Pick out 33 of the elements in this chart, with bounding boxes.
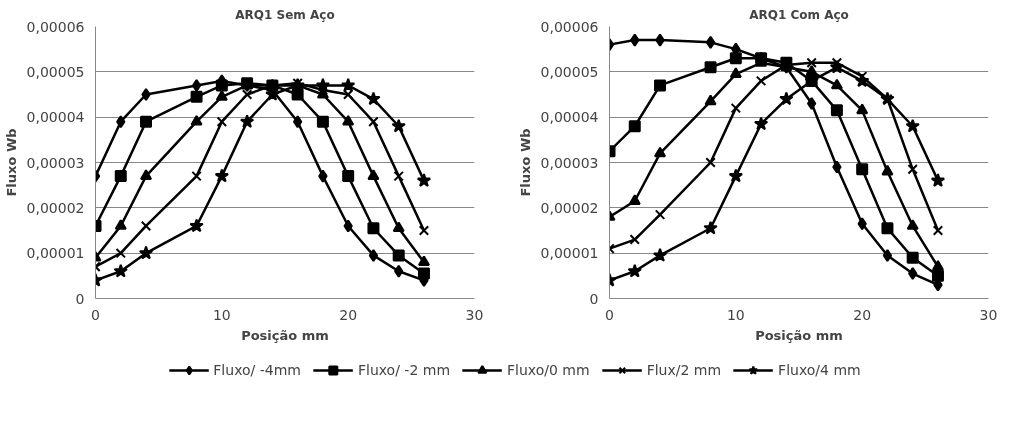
x-tick-label: 0 (605, 306, 614, 323)
y-tick-label: 0,00005 (26, 63, 85, 80)
chart-title: ARQ1 Sem Aço (235, 7, 335, 22)
x-tick-label: 30 (979, 306, 998, 323)
y-tick-label: 0,00001 (540, 245, 599, 262)
legend-label: Fluxo/ -2 mm (357, 362, 451, 378)
x-tick-label: 10 (726, 306, 745, 323)
chart-title: ARQ1 Com Aço (749, 7, 849, 22)
legend-label: Fluxo/0 mm (507, 362, 590, 378)
legend-label: Fluxo/ -4mm (213, 362, 301, 378)
y-tick-label: 0,00003 (540, 154, 599, 171)
y-axis-title: Fluxo Wb (517, 128, 533, 197)
x-tick-label: 20 (339, 306, 358, 323)
y-tick-label: 0 (75, 290, 85, 307)
x-tick-label: 0 (91, 306, 100, 323)
legend-label: Fluxo/4 mm (778, 362, 861, 378)
y-tick-label: 0,00001 (26, 245, 85, 262)
y-tick-label: 0,00002 (26, 199, 85, 216)
x-tick-label: 10 (212, 306, 231, 323)
y-tick-label: 0,00006 (540, 18, 599, 35)
y-tick-label: 0,00006 (26, 18, 85, 35)
y-tick-label: 0,00002 (540, 199, 599, 216)
y-tick-label: 0,00004 (26, 109, 85, 126)
x-tick-label: 20 (853, 306, 872, 323)
x-axis-title: Posição mm (755, 327, 843, 343)
y-tick-label: 0,00004 (540, 109, 599, 126)
y-axis-title: Fluxo Wb (3, 128, 19, 197)
x-axis-title: Posição mm (241, 327, 329, 343)
y-tick-label: 0,00003 (26, 154, 85, 171)
legend-label: Flux/2 mm (646, 362, 722, 378)
y-tick-label: 0,00005 (540, 63, 599, 80)
x-tick-label: 30 (465, 306, 484, 323)
y-tick-label: 0 (589, 290, 599, 307)
